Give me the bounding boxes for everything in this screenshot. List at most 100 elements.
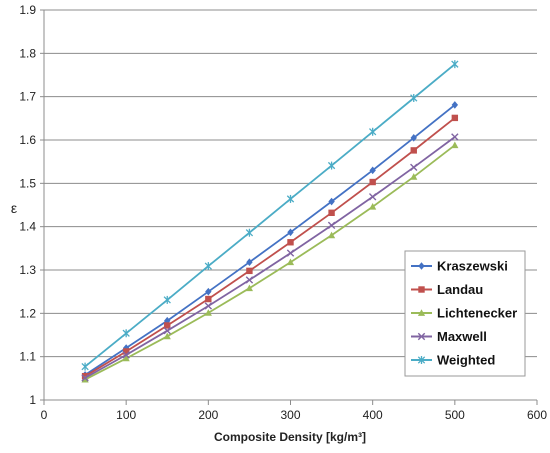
x-tick-label: 0 bbox=[41, 408, 48, 422]
data-point-lichtenecker bbox=[122, 354, 130, 362]
data-point-kraszewski bbox=[164, 316, 171, 325]
marker-stroke bbox=[451, 133, 459, 141]
legend-item-kraszewski: Kraszewski bbox=[411, 259, 508, 274]
marker-stroke bbox=[417, 332, 426, 341]
legend-marker-kraszewski bbox=[418, 262, 425, 270]
marker-stroke bbox=[286, 249, 295, 257]
data-point-lichtenecker bbox=[245, 284, 254, 292]
y-tick-label: 1.3 bbox=[19, 263, 36, 277]
data-point-landau bbox=[410, 147, 417, 154]
series-line-landau bbox=[84, 117, 456, 377]
y-tick-label: 1.7 bbox=[19, 90, 36, 104]
data-point-weighted bbox=[163, 295, 171, 304]
legend: Kraszewski Landau Lichtenecker Maxwell Weigh… bbox=[404, 250, 526, 377]
data-point-lichtenecker bbox=[369, 203, 377, 210]
data-point-kraszewski bbox=[369, 166, 376, 175]
data-point-lichtenecker bbox=[286, 258, 295, 266]
legend-item-landau: Landau bbox=[411, 282, 483, 297]
x-tick-label: 300 bbox=[280, 408, 300, 422]
data-point-lichtenecker bbox=[327, 231, 336, 239]
y-tick-label: 1.6 bbox=[19, 133, 36, 147]
gridlines bbox=[44, 9, 537, 358]
data-point-weighted bbox=[410, 93, 418, 102]
legend-label-kraszewski: Kraszewski bbox=[437, 259, 508, 274]
data-point-kraszewski bbox=[451, 101, 459, 109]
data-point-weighted bbox=[286, 194, 295, 203]
legend-item-maxwell: Maxwell bbox=[411, 329, 487, 344]
series-line-kraszewski bbox=[84, 104, 456, 376]
data-point-maxwell bbox=[204, 302, 213, 310]
x-tick-label: 100 bbox=[116, 408, 136, 422]
series-line-weighted bbox=[84, 63, 456, 368]
y-tick-label: 1.8 bbox=[19, 46, 36, 60]
legend-marker-weighted bbox=[417, 356, 426, 364]
legend-marker-landau bbox=[418, 286, 425, 293]
marker-stroke bbox=[81, 374, 89, 382]
data-point-lichtenecker bbox=[81, 375, 89, 383]
data-point-kraszewski bbox=[410, 134, 417, 142]
data-point-weighted bbox=[451, 60, 459, 69]
legend-item-lichtenecker: Lichtenecker bbox=[411, 306, 517, 321]
x-axis-title: Composite Density [kg/m³] bbox=[214, 430, 366, 444]
data-point-weighted bbox=[122, 329, 130, 338]
data-point-landau bbox=[451, 114, 459, 122]
data-point-weighted bbox=[204, 262, 212, 271]
legend-item-weighted: Weighted bbox=[411, 353, 495, 368]
series-group bbox=[81, 60, 459, 383]
x-tick-label: 400 bbox=[363, 408, 383, 422]
x-tick-label: 500 bbox=[445, 408, 465, 422]
data-point-landau bbox=[205, 295, 212, 303]
series-lichtenecker bbox=[81, 141, 459, 383]
legend-label-lichtenecker: Lichtenecker bbox=[437, 306, 517, 321]
y-tick-label: 1.4 bbox=[19, 220, 36, 234]
tick-labels: 1 1.1 1.2 1.3 1.4 1.5 1.6 1.7 1.8 1.9 0 100 200 300 40… bbox=[19, 3, 547, 422]
data-point-landau bbox=[287, 239, 294, 246]
data-point-weighted bbox=[245, 228, 254, 237]
x-tick-label: 600 bbox=[527, 408, 547, 422]
data-point-lichtenecker bbox=[163, 332, 171, 340]
data-point-maxwell bbox=[410, 163, 418, 171]
data-point-maxwell bbox=[286, 249, 295, 257]
marker-stroke bbox=[245, 276, 254, 284]
y-tick-label: 1.1 bbox=[19, 350, 36, 364]
series-kraszewski bbox=[81, 101, 459, 379]
data-point-maxwell bbox=[368, 193, 377, 201]
data-point-kraszewski bbox=[328, 197, 335, 206]
data-point-weighted bbox=[327, 161, 336, 170]
data-point-maxwell bbox=[451, 133, 459, 141]
y-axis-title: ε bbox=[11, 200, 17, 216]
legend-label-maxwell: Maxwell bbox=[437, 329, 487, 344]
data-point-landau bbox=[246, 267, 253, 275]
series-maxwell bbox=[81, 133, 459, 382]
data-point-lichtenecker bbox=[451, 141, 459, 149]
data-point-lichtenecker bbox=[204, 309, 212, 316]
marker-stroke bbox=[204, 302, 213, 310]
data-point-landau bbox=[328, 209, 335, 216]
series-line-maxwell bbox=[84, 136, 456, 379]
series-weighted bbox=[81, 60, 459, 371]
legend-marker-maxwell bbox=[417, 332, 426, 341]
y-tick-label: 1 bbox=[29, 393, 36, 407]
marker-stroke bbox=[368, 193, 377, 201]
legend-label-weighted: Weighted bbox=[437, 353, 495, 368]
data-point-maxwell bbox=[245, 276, 254, 284]
x-tick-label: 200 bbox=[198, 408, 218, 422]
data-point-weighted bbox=[81, 362, 89, 371]
data-point-kraszewski bbox=[287, 228, 294, 237]
y-tick-label: 1.9 bbox=[19, 3, 36, 17]
marker-stroke bbox=[163, 326, 171, 335]
data-point-maxwell bbox=[81, 374, 89, 382]
data-point-maxwell bbox=[122, 351, 130, 359]
y-tick-label: 1.5 bbox=[19, 176, 36, 190]
data-point-lichtenecker bbox=[410, 173, 418, 180]
data-point-weighted bbox=[369, 127, 377, 136]
data-point-maxwell bbox=[327, 221, 336, 230]
legend-marker-lichtenecker bbox=[417, 309, 426, 316]
marker-stroke bbox=[327, 221, 336, 230]
data-point-landau bbox=[369, 178, 376, 186]
data-point-maxwell bbox=[163, 326, 171, 335]
data-point-landau bbox=[122, 348, 130, 355]
marker-stroke bbox=[410, 163, 418, 171]
